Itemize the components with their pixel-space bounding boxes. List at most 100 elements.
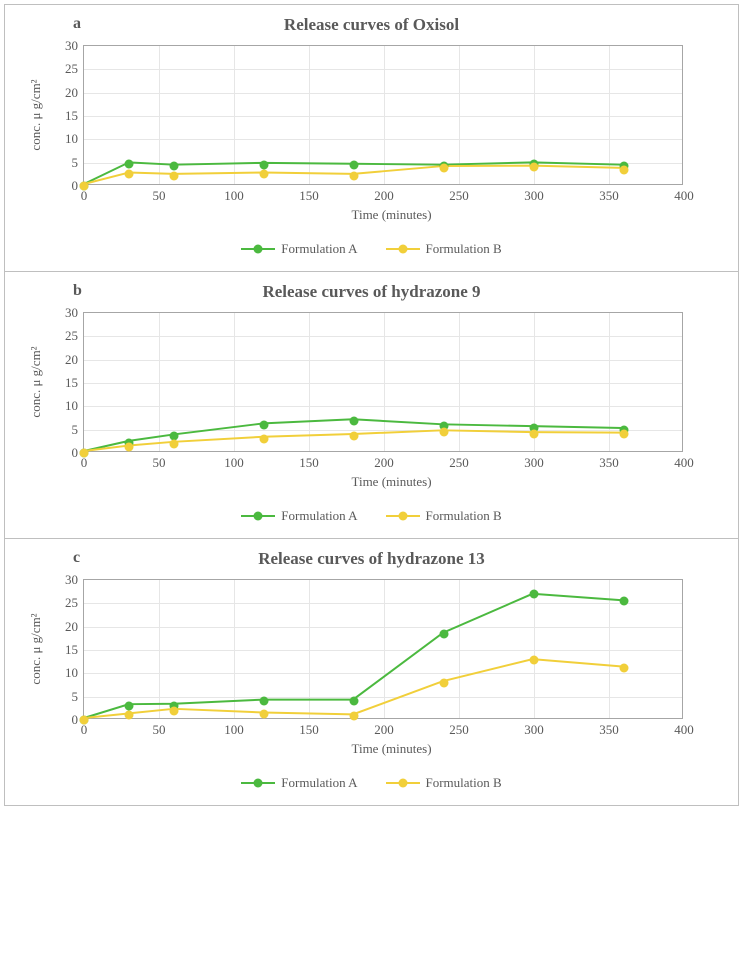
panel-letter: c bbox=[73, 549, 80, 567]
series-marker bbox=[530, 429, 539, 438]
x-tick-label: 250 bbox=[449, 451, 469, 471]
panel-header: bRelease curves of hydrazone 9 bbox=[23, 282, 720, 306]
legend-item: Formulation A bbox=[241, 508, 357, 524]
x-tick-label: 200 bbox=[374, 451, 394, 471]
series-marker bbox=[350, 161, 359, 170]
legend-item: Formulation B bbox=[386, 775, 502, 791]
chart-panel-c: cRelease curves of hydrazone 13051015202… bbox=[4, 538, 739, 806]
x-tick-label: 250 bbox=[449, 718, 469, 738]
y-tick-label: 30 bbox=[65, 305, 84, 321]
legend-label: Formulation A bbox=[281, 775, 357, 791]
x-tick-label: 50 bbox=[153, 184, 166, 204]
x-tick-label: 150 bbox=[299, 451, 319, 471]
chart-title: Release curves of hydrazone 9 bbox=[23, 282, 720, 302]
series-marker bbox=[170, 706, 179, 715]
series-marker bbox=[170, 439, 179, 448]
y-tick-label: 10 bbox=[65, 131, 84, 147]
series-marker bbox=[350, 712, 359, 721]
series-marker bbox=[260, 434, 269, 443]
series-line-1 bbox=[84, 659, 622, 718]
legend-swatch bbox=[386, 243, 420, 255]
y-tick-label: 5 bbox=[72, 689, 85, 705]
x-tick-label: 100 bbox=[224, 451, 244, 471]
plot-area: 051015202530050100150200250300350400conc… bbox=[83, 45, 683, 185]
legend-marker-icon bbox=[398, 245, 407, 254]
chart-title: Release curves of Oxisol bbox=[23, 15, 720, 35]
legend-marker-icon bbox=[398, 779, 407, 788]
panel-letter: a bbox=[73, 15, 81, 33]
y-tick-label: 10 bbox=[65, 398, 84, 414]
series-marker bbox=[260, 710, 269, 719]
series-marker bbox=[170, 171, 179, 180]
legend-marker-icon bbox=[254, 779, 263, 788]
legend-item: Formulation B bbox=[386, 508, 502, 524]
series-marker bbox=[125, 702, 134, 711]
legend-marker-icon bbox=[254, 512, 263, 521]
x-tick-label: 350 bbox=[599, 451, 619, 471]
series-marker bbox=[350, 697, 359, 706]
series-marker bbox=[80, 449, 89, 458]
series-marker bbox=[620, 430, 629, 439]
legend: Formulation A Formulation B bbox=[23, 508, 720, 526]
legend-item: Formulation A bbox=[241, 241, 357, 257]
x-tick-label: 300 bbox=[524, 184, 544, 204]
series-marker bbox=[260, 170, 269, 179]
legend-swatch bbox=[386, 510, 420, 522]
x-tick-label: 350 bbox=[599, 718, 619, 738]
y-tick-label: 20 bbox=[65, 85, 84, 101]
series-marker bbox=[440, 629, 449, 638]
plot-area: 051015202530050100150200250300350400conc… bbox=[83, 579, 683, 719]
legend-swatch bbox=[241, 777, 275, 789]
panel-letter: b bbox=[73, 282, 82, 300]
series-marker bbox=[260, 160, 269, 169]
plot-area: 051015202530050100150200250300350400conc… bbox=[83, 312, 683, 452]
chart-panel-b: bRelease curves of hydrazone 9 0510152025… bbox=[4, 271, 739, 539]
y-tick-label: 15 bbox=[65, 375, 84, 391]
panel-header: aRelease curves of Oxisol bbox=[23, 15, 720, 39]
x-tick-label: 50 bbox=[153, 451, 166, 471]
plot-zone: 051015202530050100150200250300350400conc… bbox=[83, 45, 700, 223]
y-tick-label: 30 bbox=[65, 38, 84, 54]
x-tick-label: 400 bbox=[674, 184, 694, 204]
series-marker bbox=[620, 165, 629, 174]
series-marker bbox=[440, 163, 449, 172]
y-tick-label: 25 bbox=[65, 61, 84, 77]
y-tick-label: 25 bbox=[65, 328, 84, 344]
series-marker bbox=[125, 711, 134, 720]
y-tick-label: 15 bbox=[65, 642, 84, 658]
series-marker bbox=[530, 163, 539, 172]
x-tick-label: 150 bbox=[299, 718, 319, 738]
legend-marker-icon bbox=[254, 245, 263, 254]
x-tick-label: 350 bbox=[599, 184, 619, 204]
series-marker bbox=[260, 697, 269, 706]
series-lines bbox=[84, 580, 682, 718]
y-tick-label: 5 bbox=[72, 155, 85, 171]
series-marker bbox=[170, 162, 179, 171]
x-tick-label: 150 bbox=[299, 184, 319, 204]
legend-swatch bbox=[386, 777, 420, 789]
legend-item: Formulation B bbox=[386, 241, 502, 257]
legend-label: Formulation B bbox=[426, 775, 502, 791]
series-marker bbox=[260, 421, 269, 430]
legend-label: Formulation B bbox=[426, 241, 502, 257]
legend-label: Formulation A bbox=[281, 508, 357, 524]
series-marker bbox=[620, 663, 629, 672]
y-tick-label: 20 bbox=[65, 352, 84, 368]
plot-zone: 051015202530050100150200250300350400conc… bbox=[83, 312, 700, 490]
y-tick-label: 20 bbox=[65, 619, 84, 635]
x-tick-label: 400 bbox=[674, 451, 694, 471]
y-tick-label: 15 bbox=[65, 108, 84, 124]
series-marker bbox=[530, 590, 539, 599]
y-axis-label: conc. μ g/cm² bbox=[28, 79, 44, 150]
legend-marker-icon bbox=[398, 512, 407, 521]
x-tick-label: 100 bbox=[224, 718, 244, 738]
x-tick-label: 250 bbox=[449, 184, 469, 204]
series-marker bbox=[530, 656, 539, 665]
y-axis-label: conc. μ g/cm² bbox=[28, 346, 44, 417]
x-tick-label: 300 bbox=[524, 451, 544, 471]
x-tick-label: 50 bbox=[153, 718, 166, 738]
legend: Formulation A Formulation B bbox=[23, 241, 720, 259]
series-marker bbox=[80, 716, 89, 725]
x-tick-label: 100 bbox=[224, 184, 244, 204]
y-tick-label: 5 bbox=[72, 422, 85, 438]
